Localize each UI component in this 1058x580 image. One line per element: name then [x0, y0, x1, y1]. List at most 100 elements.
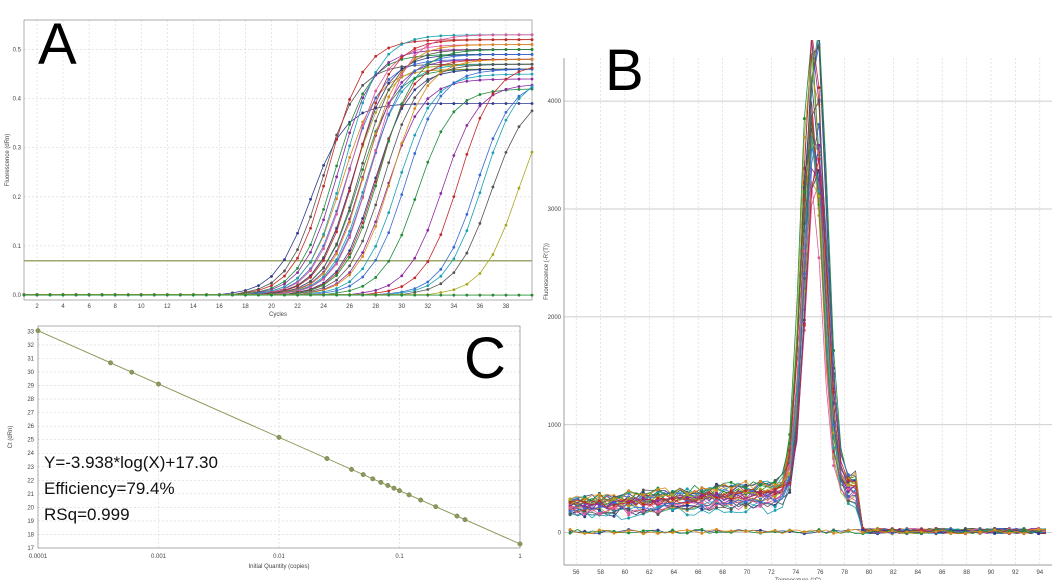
amplification-point — [530, 72, 534, 76]
melt-point — [846, 487, 850, 491]
amplification-point — [335, 293, 339, 297]
amplification-point — [517, 33, 521, 37]
standard-point — [418, 497, 424, 503]
standard-point — [129, 369, 135, 375]
amplification-point — [348, 220, 352, 224]
amplification-point — [335, 230, 339, 234]
melt-point — [627, 507, 631, 511]
melt-point — [627, 529, 631, 533]
melt-point — [832, 464, 836, 468]
melt-point — [1037, 527, 1041, 531]
x-tick-label: 24 — [320, 304, 327, 310]
x-tick-label: 22 — [294, 304, 301, 310]
amplification-point — [322, 272, 325, 276]
amplification-point — [517, 53, 521, 56]
melt-point — [700, 501, 704, 505]
amplification-point — [413, 152, 417, 155]
plot-frame — [37, 325, 521, 549]
amplification-point — [504, 63, 508, 66]
melt-point — [832, 528, 836, 532]
melt-point — [802, 323, 806, 327]
x-tick-label: 0.01 — [273, 554, 285, 560]
amplification-point — [400, 141, 404, 145]
amplification-point — [426, 70, 430, 74]
amplification-point — [387, 161, 391, 165]
melt-point — [846, 495, 850, 499]
amplification-series — [22, 38, 534, 296]
amplification-curve — [24, 78, 533, 295]
melt-point — [729, 480, 733, 484]
melt-point — [758, 531, 762, 535]
amplification-curve — [24, 110, 533, 295]
melt-point — [773, 528, 777, 532]
amplification-point — [296, 276, 299, 280]
amplification-point — [387, 105, 391, 109]
amplification-point — [517, 77, 521, 81]
amplification-point — [348, 293, 352, 297]
amplification-point — [413, 51, 417, 54]
amplification-point — [504, 73, 508, 76]
amplification-point — [335, 197, 339, 201]
melt-point — [963, 531, 967, 535]
melt-point — [685, 492, 689, 496]
melt-point — [1022, 532, 1026, 536]
melt-point — [817, 86, 821, 90]
y-tick-label: 4000 — [548, 99, 562, 105]
amplification-point — [413, 69, 417, 73]
amplification-point — [400, 123, 404, 127]
amplification-point — [152, 293, 156, 297]
amplification-point — [361, 255, 365, 258]
amplification-point — [387, 184, 391, 188]
melt-point — [1007, 531, 1011, 535]
amplification-point — [374, 96, 378, 100]
melt-point — [773, 499, 777, 503]
standard-point — [517, 541, 523, 547]
amplification-point — [374, 224, 378, 228]
amplification-curve — [24, 53, 533, 295]
melt-point — [671, 497, 675, 501]
amplification-point — [491, 293, 495, 297]
melt-point — [700, 486, 704, 490]
melt-point — [715, 486, 718, 490]
melt-point — [802, 272, 806, 276]
amplification-point — [517, 48, 521, 51]
amplification-point — [400, 285, 404, 288]
standard-point — [324, 456, 330, 461]
x-tick-label: 2 — [35, 304, 39, 310]
amplification-point — [530, 77, 534, 81]
amplification-point — [348, 189, 352, 193]
amplification-point — [361, 221, 365, 225]
x-tick-label: 32 — [424, 304, 431, 310]
amplification-point — [387, 112, 391, 116]
amplification-series — [22, 48, 534, 296]
standard-point — [276, 434, 282, 440]
amplification-point — [374, 258, 378, 262]
amplification-point — [413, 107, 417, 110]
amplification-point — [217, 293, 221, 297]
amplification-series — [22, 48, 534, 296]
amplification-point — [309, 269, 312, 272]
amplification-point — [504, 43, 508, 47]
amplification-point — [387, 67, 391, 71]
amplification-series — [22, 33, 534, 296]
amplification-point — [491, 63, 495, 67]
amplification-point — [491, 253, 495, 256]
standard-point — [370, 476, 376, 482]
amplification-point — [530, 109, 534, 113]
amplification-point — [231, 293, 234, 297]
amplification-point — [335, 175, 339, 179]
amplification-point — [465, 64, 469, 68]
plot-area-c: 0.0001 0.001 0.01 0.1 1 17 18 19 20 21 22 23 24 25 26 2… — [8, 325, 523, 570]
amplification-point — [426, 50, 430, 53]
amplification-point — [517, 125, 521, 129]
amplification-point — [426, 84, 430, 88]
melt-point — [597, 499, 601, 503]
amplification-point — [335, 283, 339, 287]
amplification-series — [22, 33, 534, 296]
amplification-point — [478, 104, 482, 108]
amplification-point — [426, 78, 430, 81]
amplification-point — [504, 118, 508, 122]
amplification-point — [465, 76, 469, 80]
melt-series — [568, 179, 1047, 535]
amplification-point — [465, 49, 469, 53]
